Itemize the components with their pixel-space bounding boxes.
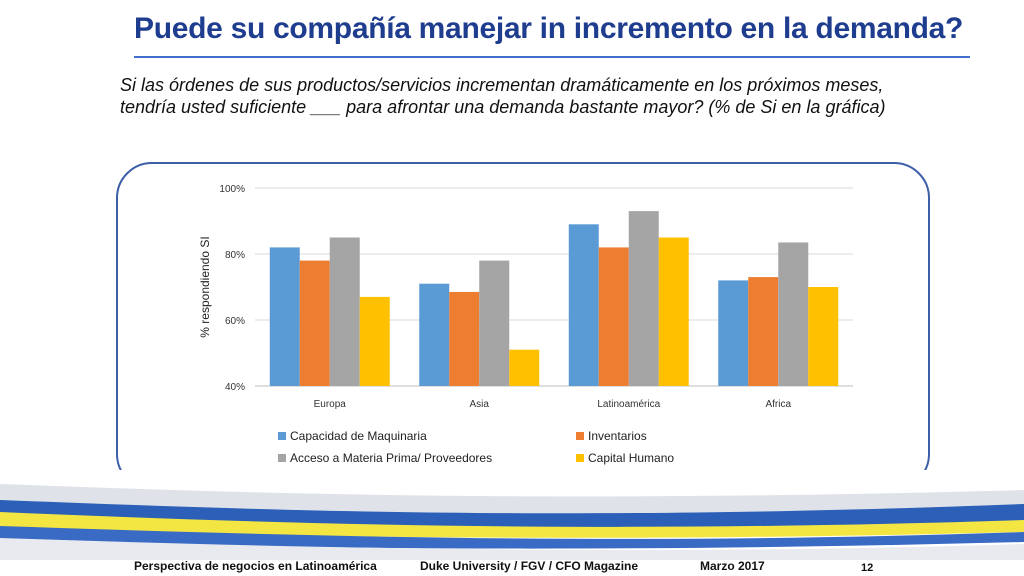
category-label: Latinoamérica <box>597 399 660 410</box>
bar <box>568 224 599 386</box>
legend-label: Inventarios <box>588 429 647 443</box>
bar <box>479 260 510 386</box>
y-axis-title: % respondiendo SI <box>198 236 212 337</box>
footer-sources: Duke University / FGV / CFO Magazine <box>420 559 639 573</box>
legend-swatch <box>576 432 584 440</box>
y-tick-label: 60% <box>225 316 245 327</box>
bar <box>359 296 390 386</box>
footer-date: Marzo 2017 <box>700 559 765 573</box>
category-label: Asia <box>470 399 490 410</box>
bar <box>419 283 450 386</box>
y-tick-label: 40% <box>225 382 245 393</box>
survey-question: Si las órdenes de sus productos/servicio… <box>120 75 886 117</box>
bar <box>658 237 689 386</box>
bar <box>598 247 629 386</box>
category-label: Europa <box>314 399 347 410</box>
slide-title: Puede su compañía manejar in incremento … <box>134 12 964 45</box>
legend-swatch <box>576 454 584 462</box>
title-underline <box>134 56 970 58</box>
bar <box>718 280 749 386</box>
page-number: 12 <box>861 562 874 574</box>
bar <box>509 349 540 386</box>
bar <box>449 291 480 386</box>
bar <box>628 211 659 386</box>
y-tick-label: 80% <box>225 250 245 261</box>
decorative-swoosh <box>0 470 1024 560</box>
bar <box>808 287 839 386</box>
footer: Perspectiva de negocios en Latinoamérica… <box>0 556 1024 576</box>
bar <box>299 260 330 386</box>
bar <box>778 242 809 386</box>
category-label: Africa <box>765 399 791 410</box>
bar <box>329 237 360 386</box>
bar <box>748 277 779 386</box>
legend-swatch <box>278 454 286 462</box>
legend-swatch <box>278 432 286 440</box>
legend-label: Acceso a Materia Prima/ Proveedores <box>290 451 492 465</box>
legend-label: Capital Humano <box>588 451 674 465</box>
footer-report-title: Perspectiva de negocios en Latinoamérica <box>134 559 377 573</box>
legend-label: Capacidad de Maquinaria <box>290 429 427 443</box>
y-tick-label: 100% <box>219 184 245 195</box>
bar <box>269 247 300 386</box>
